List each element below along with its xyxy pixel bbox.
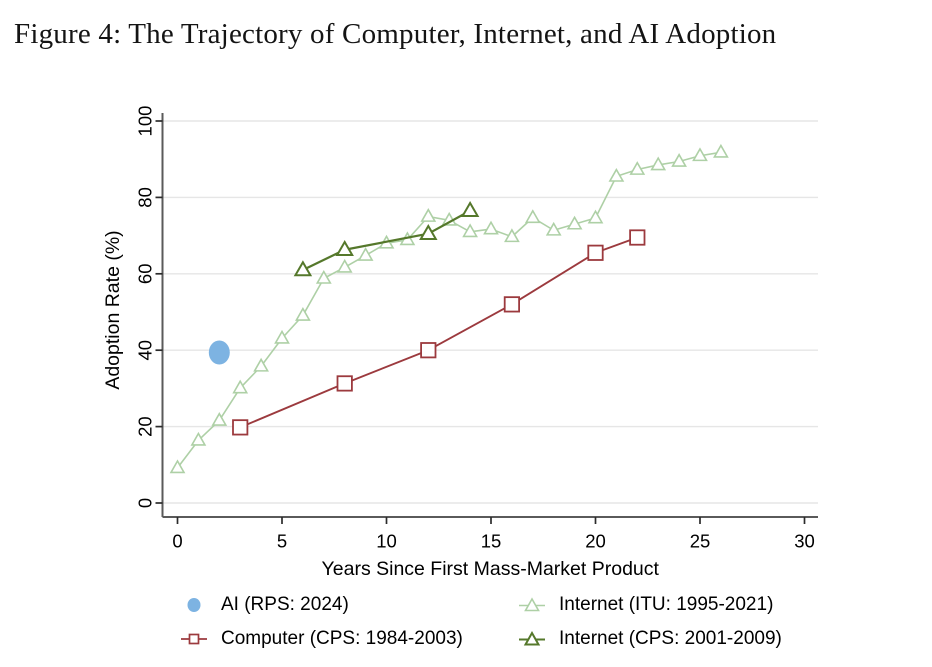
marker-internet_itu (504, 228, 520, 243)
computer-square-marker-icon (181, 633, 207, 645)
legend-label-internet-cps: Internet (CPS: 2001-2009) (559, 628, 782, 649)
marker-internet_itu (692, 147, 708, 162)
legend-item-computer: Computer (CPS: 1984-2003) (181, 628, 519, 650)
y-tick-label-80: 80 (135, 187, 156, 208)
legend-item-ai: AI (RPS: 2024) (181, 594, 519, 616)
marker-internet_cps (335, 239, 354, 256)
chart-legend: AI (RPS: 2024) Internet (ITU: 1995-2021)… (181, 588, 782, 656)
internet-itu-triangle-marker-icon (519, 597, 545, 612)
marker-internet_itu (190, 431, 207, 446)
marker-internet_itu (295, 306, 311, 321)
y-tick-label-60: 60 (135, 264, 156, 285)
marker-internet_itu (315, 269, 332, 284)
x-tick-label-10: 10 (376, 531, 397, 552)
x-tick-label-25: 25 (690, 531, 711, 552)
marker-computer (420, 342, 437, 359)
legend-label-computer: Computer (CPS: 1984-2003) (221, 628, 463, 649)
x-tick-label-0: 0 (172, 531, 182, 552)
marker-internet_itu (483, 220, 499, 235)
marker-internet_itu (274, 329, 290, 344)
y-tick-label-100: 100 (135, 106, 156, 137)
marker-computer (587, 244, 604, 261)
marker-internet_itu (587, 209, 604, 224)
marker-internet_itu (336, 258, 353, 273)
marker-internet_itu (232, 379, 249, 394)
marker-internet_itu (713, 143, 729, 158)
adoption-chart: 0 20 40 60 80 100 0 5 10 15 20 25 30 Adoption Rate (%… (102, 106, 818, 580)
marker-computer (503, 296, 521, 313)
figure-title: Figure 4: The Trajectory of Computer, In… (14, 18, 777, 50)
marker-internet_itu (211, 412, 228, 426)
marker-internet_itu (357, 247, 374, 261)
internet-cps-triangle-marker-icon (519, 630, 545, 646)
marker-computer (336, 375, 353, 392)
marker-internet_cps (419, 223, 438, 240)
legend-label-internet-itu: Internet (ITU: 1995-2021) (559, 594, 774, 615)
marker-internet_itu (650, 156, 667, 171)
marker-internet_itu (671, 153, 687, 167)
marker-computer (629, 229, 646, 246)
series-internet_itu-line (176, 151, 722, 469)
marker-computer (232, 419, 249, 436)
x-tick-label-5: 5 (277, 531, 287, 552)
x-tick-label-15: 15 (481, 531, 502, 552)
marker-internet_itu (566, 215, 583, 230)
y-tick-label-20: 20 (135, 416, 156, 437)
legend-item-internet-cps: Internet (CPS: 2001-2009) (519, 628, 782, 650)
marker-internet_cps (293, 260, 313, 277)
legend-label-ai: AI (RPS: 2024) (221, 594, 349, 615)
marker-ai (208, 340, 230, 365)
x-tick-label-30: 30 (794, 531, 815, 552)
y-tick-label-0: 0 (135, 498, 156, 508)
ai-circle-marker-icon (187, 598, 201, 612)
marker-internet_cps (460, 201, 480, 218)
marker-internet_itu (545, 221, 562, 236)
y-axis-title: Adoption Rate (%) (102, 230, 124, 389)
y-tick-label-40: 40 (135, 340, 156, 361)
x-tick-label-20: 20 (585, 531, 606, 552)
marker-internet_itu (253, 357, 269, 372)
marker-internet_itu (420, 208, 437, 222)
x-axis-title: Years Since First Mass-Market Product (322, 558, 660, 580)
series-internet_cps-line (302, 209, 471, 271)
marker-internet_itu (629, 161, 646, 175)
legend-item-internet-itu: Internet (ITU: 1995-2021) (519, 594, 782, 616)
marker-internet_itu (524, 209, 541, 224)
marker-internet_itu (462, 223, 478, 238)
marker-internet_itu (169, 459, 186, 474)
marker-internet_itu (608, 167, 625, 182)
